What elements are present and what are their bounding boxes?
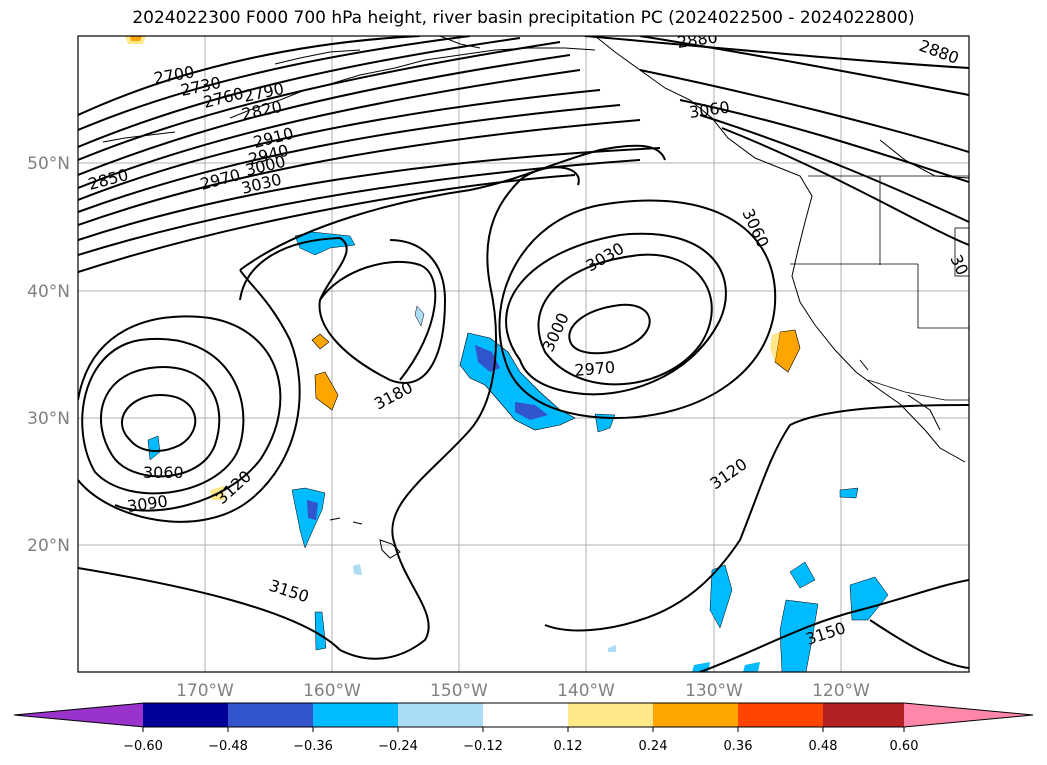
lon-label: 120°W: [812, 681, 870, 701]
lon-label: 160°W: [303, 681, 361, 701]
height-contours: [78, 36, 969, 672]
colorbar-extend-high: [904, 703, 1033, 727]
contour-label: 3180: [371, 378, 416, 414]
lon-label: 170°W: [176, 681, 234, 701]
latitude-labels: 50°N 40°N 30°N 20°N: [27, 154, 70, 556]
lat-label: 50°N: [27, 154, 70, 174]
colorbar-tick-label: 0.12: [554, 739, 583, 754]
colorbar-tick-label: 0.60: [890, 739, 919, 754]
contour-label: 3120: [706, 454, 750, 493]
colorbar-segment: [313, 703, 399, 727]
borders: [790, 175, 969, 401]
contour-label: 3060: [143, 463, 184, 482]
map-title: 2024022300 F000 700 hPa height, river ba…: [132, 8, 915, 28]
lat-label: 30°N: [27, 409, 70, 429]
lat-label: 40°N: [27, 282, 70, 302]
contour-label: 2970: [574, 358, 616, 380]
longitude-labels: 170°W 160°W 150°W 140°W 130°W 120°W: [176, 681, 870, 701]
colorbar-segment: [143, 703, 229, 727]
contour-label: 3000: [538, 310, 572, 355]
colorbar-tick-label: 0.36: [724, 739, 753, 754]
lon-label: 130°W: [685, 681, 743, 701]
contour-label: 2880: [917, 36, 962, 68]
colorbar-segment: [228, 703, 314, 727]
colorbar-tick-label: −0.60: [123, 739, 163, 754]
contour-label: 3090: [126, 491, 169, 515]
contour-label: 30: [946, 252, 972, 278]
contour-label: 3030: [583, 239, 628, 276]
colorbar-ticks: [142, 727, 905, 732]
colorbar-extend-low: [14, 703, 144, 727]
map-frame: [77, 35, 970, 673]
contour-labels: 2700 2730 2760 2790 2820 2850 2880 2880 …: [86, 36, 972, 649]
colorbar-segment: [483, 703, 569, 727]
lon-label: 140°W: [557, 681, 615, 701]
colorbar-segment: [823, 703, 905, 727]
map-area: 2700 2730 2760 2790 2820 2850 2880 2880 …: [78, 36, 972, 672]
colorbar-tick-label: −0.48: [208, 739, 248, 754]
lon-label: 150°W: [430, 681, 488, 701]
precipitation-shading: [125, 36, 889, 672]
contour-label: 3060: [688, 97, 731, 121]
colorbar-segment: [738, 703, 824, 727]
colorbar-segment: [568, 703, 654, 727]
colorbar-tick-label: −0.24: [378, 739, 418, 754]
colorbar-tick-label: −0.36: [293, 739, 333, 754]
colorbar-tick-label: 0.48: [809, 739, 838, 754]
colorbar-outline: [13, 702, 1034, 728]
contour-label: 3150: [267, 576, 312, 607]
colorbar-tick-label: 0.24: [639, 739, 668, 754]
colorbar-segment: [653, 703, 739, 727]
colorbar-tick-label: −0.12: [463, 739, 503, 754]
colorbar: −0.60 −0.48 −0.36 −0.24 −0.12 0.12 0.24 …: [13, 702, 1034, 754]
colorbar-segment: [398, 703, 484, 727]
lat-label: 20°N: [27, 536, 70, 556]
